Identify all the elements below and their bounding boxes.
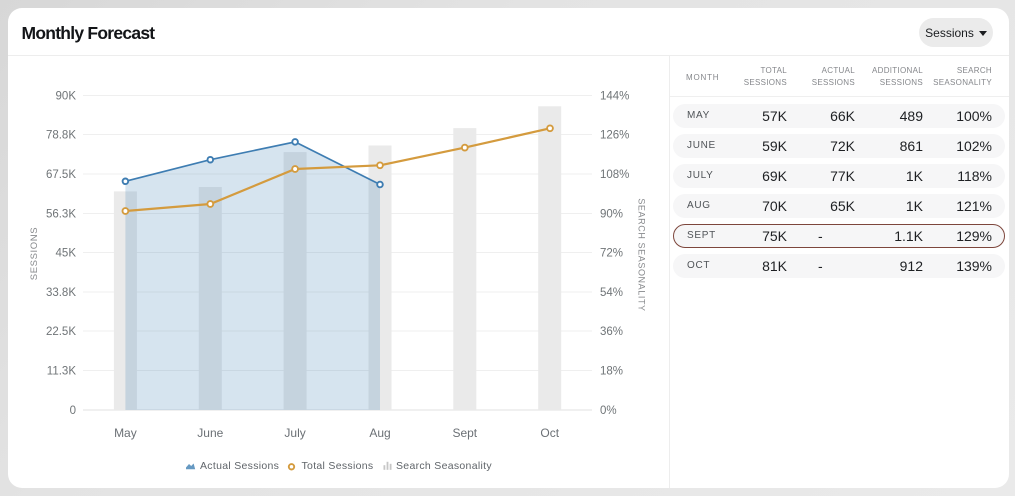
svg-text:67.5K: 67.5K	[46, 169, 76, 181]
svg-text:144%: 144%	[600, 91, 629, 103]
svg-text:Aug: Aug	[369, 426, 390, 440]
svg-text:36%: 36%	[600, 326, 623, 338]
svg-text:126%: 126%	[600, 130, 629, 142]
svg-text:45K: 45K	[56, 248, 77, 260]
svg-text:108%: 108%	[600, 169, 629, 181]
svg-text:0%: 0%	[600, 405, 617, 417]
svg-text:July: July	[284, 426, 305, 440]
svg-text:Search Seasonality: Search Seasonality	[396, 460, 492, 472]
svg-text:90K: 90K	[56, 91, 77, 103]
svg-text:78.8K: 78.8K	[46, 130, 76, 142]
svg-text:Actual Sessions: Actual Sessions	[200, 460, 279, 472]
svg-text:Sept: Sept	[452, 426, 477, 440]
svg-text:Total Sessions: Total Sessions	[302, 460, 374, 472]
svg-text:54%: 54%	[600, 287, 623, 299]
svg-text:18%: 18%	[600, 366, 623, 378]
svg-text:11.3K: 11.3K	[47, 366, 77, 378]
svg-text:56.3K: 56.3K	[46, 209, 76, 221]
svg-text:0: 0	[70, 405, 76, 417]
svg-text:SESSIONS: SESSIONS	[29, 227, 40, 280]
svg-text:May: May	[114, 426, 137, 440]
svg-text:SEARCH SEASONALITY: SEARCH SEASONALITY	[637, 198, 647, 311]
svg-text:33.8K: 33.8K	[46, 287, 76, 299]
svg-text:72%: 72%	[600, 248, 623, 260]
svg-text:22.5K: 22.5K	[46, 326, 76, 338]
svg-text:90%: 90%	[600, 209, 623, 221]
svg-text:June: June	[197, 426, 223, 440]
svg-text:Oct: Oct	[540, 426, 559, 440]
